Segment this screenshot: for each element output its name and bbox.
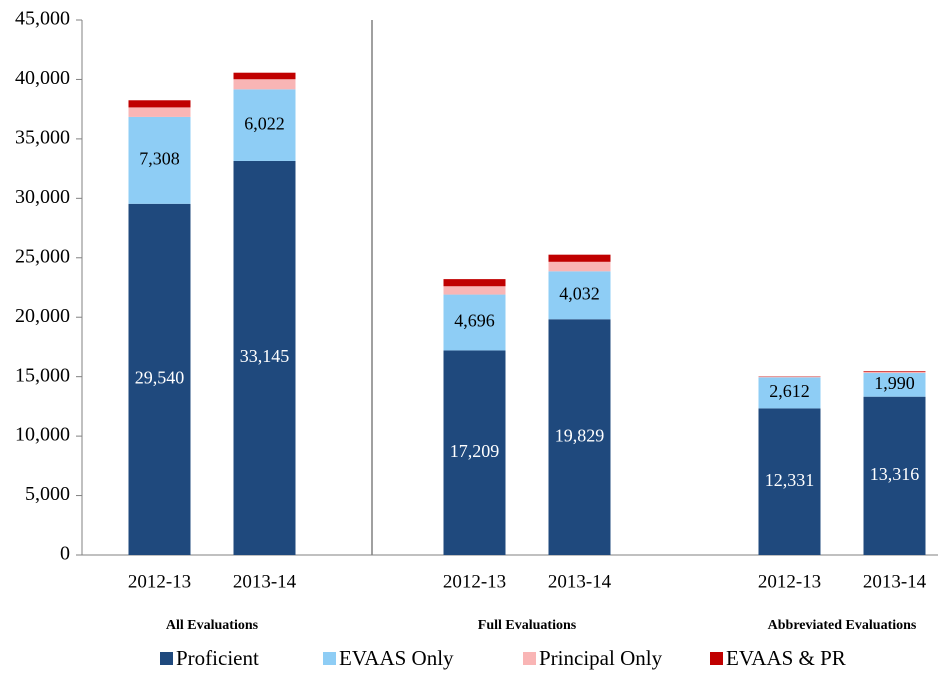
- bar-segment: [128, 107, 191, 117]
- group-label: Abbreviated Evaluations: [768, 618, 917, 633]
- data-label: 13,316: [870, 464, 920, 484]
- bar-segment: [758, 376, 821, 378]
- data-label: 7,308: [139, 148, 180, 168]
- x-tick-label: 2013-14: [863, 571, 927, 592]
- x-tick-label: 2013-14: [548, 571, 612, 592]
- data-label: 4,032: [559, 283, 600, 303]
- legend-label: Proficient: [176, 646, 259, 670]
- group-label: Full Evaluations: [478, 618, 577, 633]
- x-tick-label: 2012-13: [443, 571, 506, 592]
- bar-segment: [233, 79, 296, 90]
- bar-segment: [548, 254, 611, 262]
- bar-segment: [128, 203, 191, 555]
- bar-segment: [863, 396, 926, 555]
- y-tick-label: 40,000: [15, 67, 70, 89]
- data-label: 2,612: [769, 381, 810, 401]
- data-label: 12,331: [765, 470, 815, 490]
- bar-segment: [863, 373, 926, 397]
- bar-segment: [548, 261, 611, 272]
- y-tick-label: 30,000: [15, 186, 70, 208]
- y-tick-label: 10,000: [15, 424, 70, 446]
- bar-segment: [233, 89, 296, 161]
- bar-segment: [233, 72, 296, 80]
- legend-swatch: [710, 652, 723, 665]
- data-label: 29,540: [135, 368, 185, 388]
- legend-label: EVAAS Only: [339, 646, 454, 670]
- bar-segment: [128, 100, 191, 108]
- y-tick-label: 35,000: [15, 126, 70, 148]
- y-tick-label: 20,000: [15, 305, 70, 327]
- legend-label: Principal Only: [539, 646, 663, 670]
- legend-label: EVAAS & PR: [726, 646, 846, 670]
- bar-segment: [548, 271, 611, 320]
- legend-swatch: [323, 652, 336, 665]
- data-label: 33,145: [240, 346, 290, 366]
- y-tick-label: 25,000: [15, 245, 70, 267]
- x-tick-label: 2012-13: [128, 571, 191, 592]
- y-tick-label: 5,000: [25, 483, 70, 505]
- data-label: 4,696: [454, 311, 495, 331]
- y-tick-label: 15,000: [15, 364, 70, 386]
- bar-segment: [443, 294, 506, 351]
- bar-segment: [758, 408, 821, 555]
- x-tick-label: 2013-14: [233, 571, 297, 592]
- bar-segment: [443, 350, 506, 555]
- bar-segment: [758, 377, 821, 409]
- bar-segment: [548, 319, 611, 555]
- data-label: 1,990: [874, 373, 915, 393]
- group-label: All Evaluations: [166, 618, 259, 633]
- bar-segment: [128, 116, 191, 204]
- bar-segment: [443, 286, 506, 295]
- bar-segment: [863, 371, 926, 372]
- bar-segment: [443, 279, 506, 287]
- data-label: 6,022: [244, 113, 285, 133]
- y-tick-label: 45,000: [15, 8, 70, 30]
- bar-segment: [233, 160, 296, 555]
- legend-swatch: [523, 652, 536, 665]
- data-label: 19,829: [555, 425, 605, 445]
- x-tick-label: 2012-13: [758, 571, 821, 592]
- bar-segment: [863, 371, 926, 374]
- data-label: 17,209: [450, 441, 500, 461]
- y-tick-label: 0: [60, 543, 70, 565]
- legend-swatch: [160, 652, 173, 665]
